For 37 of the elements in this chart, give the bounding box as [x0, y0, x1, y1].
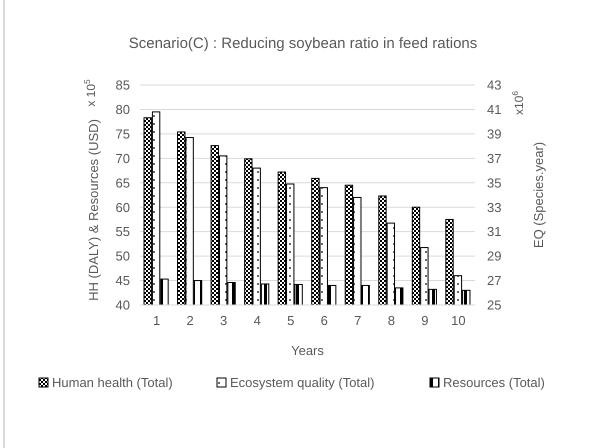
y2-tick-label: 35	[487, 175, 502, 190]
x-tick-label: 9	[421, 313, 428, 328]
y-axis-title: HH (DALY) & Resources (USD)	[86, 119, 101, 301]
x-tick-label: 5	[287, 313, 294, 328]
y-tick-label: 65	[116, 175, 130, 190]
x-axis-title: Years	[291, 343, 324, 358]
chart-title: Scenario(C) : Reducing soybean ratio in feed rations	[128, 35, 478, 52]
y2-tick-label: 25	[487, 298, 502, 313]
y2-tick-label: 29	[487, 248, 502, 264]
y-tick-label: 70	[116, 150, 130, 166]
x-tick-label: 4	[254, 313, 261, 328]
x-tick-label: 8	[388, 313, 395, 328]
legend-label: Resources (Total)	[443, 375, 545, 390]
x-tick-label: 6	[320, 313, 328, 328]
y-tick-label: 80	[116, 102, 130, 117]
x-tick-label: 10	[451, 313, 466, 328]
y2-tick-label: 43	[487, 78, 502, 93]
y2-tick-label: 37	[487, 150, 502, 166]
y-tick-label: 75	[116, 126, 130, 142]
x-tick-label: 1	[152, 313, 160, 328]
y2-tick-label: 41	[487, 102, 502, 117]
y2-tick-label: 39	[487, 126, 502, 142]
x-tick-label: 7	[354, 313, 362, 328]
y2-tick-label: 33	[487, 200, 502, 215]
x-tick-label: 2	[186, 313, 194, 328]
y-tick-label: 55	[116, 224, 130, 240]
y2-tick-label: 27	[487, 273, 502, 288]
y2-tick-label: 31	[487, 224, 502, 240]
y2-axis-title: EQ (Species.year)	[531, 142, 546, 248]
y-tick-label: 60	[116, 200, 130, 215]
legend-label: Human health (Total)	[52, 375, 173, 390]
y-tick-label: 40	[116, 298, 130, 313]
y-tick-label: 85	[116, 78, 130, 93]
y-tick-label: 50	[116, 248, 130, 264]
legend-label: Ecosystem quality (Total)	[230, 375, 374, 390]
y-tick-label: 45	[116, 273, 130, 288]
x-tick-label: 3	[220, 313, 228, 328]
